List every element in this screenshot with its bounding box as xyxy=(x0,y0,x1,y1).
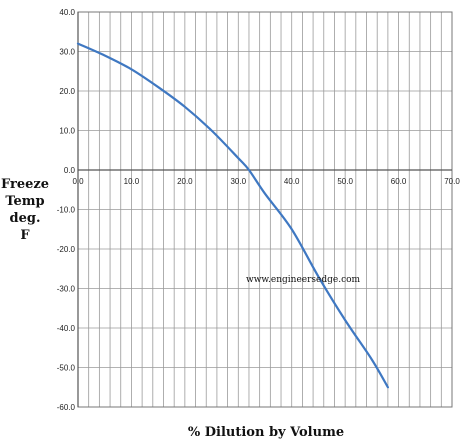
series-line xyxy=(76,42,389,389)
y-axis-label: Freeze Temp deg. F xyxy=(1,177,49,243)
y-tick-label: -60.0 xyxy=(57,403,76,412)
x-tick-label: 30.0 xyxy=(230,177,246,186)
watermark-annotation: www.engineersedge.com xyxy=(246,275,361,285)
x-tick-label: 10.0 xyxy=(124,177,140,186)
x-tick-label: 60.0 xyxy=(391,177,407,186)
y-axis-label-line: deg. xyxy=(10,211,41,226)
y-tick-label: 20.0 xyxy=(59,87,75,96)
x-tick-label: 20.0 xyxy=(177,177,193,186)
series xyxy=(76,42,389,389)
x-tick-label: 70.0 xyxy=(444,177,460,186)
y-tick-label: 40.0 xyxy=(59,8,75,17)
y-tick-label: -40.0 xyxy=(57,324,76,333)
x-tick-label: 0.0 xyxy=(72,177,84,186)
y-tick-label: -30.0 xyxy=(57,285,76,294)
y-tick-label: -10.0 xyxy=(57,206,76,215)
y-tick-label: 0.0 xyxy=(64,166,76,175)
x-tick-label: 40.0 xyxy=(284,177,300,186)
tick-labels: 40.0 30.0 20.0 10.0 0.0 -10.0 -20.0 -30.0 -40.0 -… xyxy=(57,8,461,412)
x-axis-label: % Dilution by Volume xyxy=(188,425,344,440)
y-tick-label: 30.0 xyxy=(59,48,75,57)
y-axis-label-line: F xyxy=(20,228,30,243)
y-tick-label: 10.0 xyxy=(59,127,75,136)
y-tick-label: -20.0 xyxy=(57,245,76,254)
y-axis-label-line: Freeze xyxy=(1,177,49,192)
x-tick-label: 50.0 xyxy=(337,177,353,186)
y-tick-label: -50.0 xyxy=(57,364,76,373)
axes xyxy=(77,11,453,408)
y-axis-label-line: Temp xyxy=(5,194,44,209)
